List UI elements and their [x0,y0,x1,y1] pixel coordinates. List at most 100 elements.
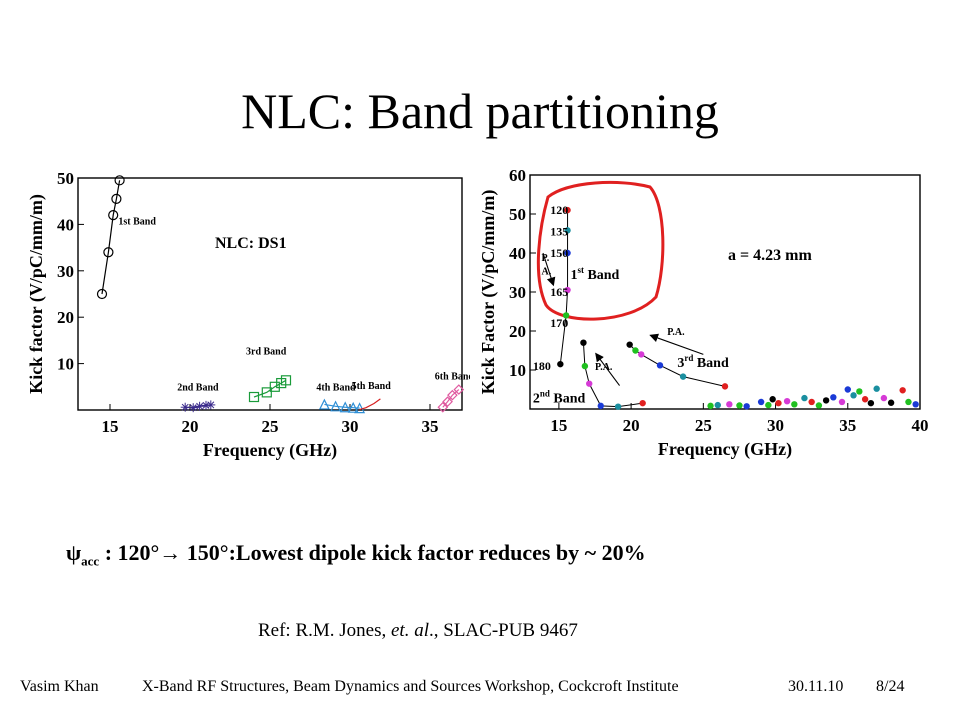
star-stroke [207,401,215,409]
data-point [801,394,808,402]
footer-page: 8/24 [876,678,905,695]
data-point [873,385,880,392]
band-label: 2nd Band [533,388,586,406]
data-point [626,341,633,348]
star-stroke [202,401,210,409]
data-point [769,396,776,403]
band-label: 3rd Band [246,346,287,357]
y-tick-label: 40 [57,215,74,234]
data-point [586,380,593,387]
data-point [354,402,366,414]
data-point [736,402,743,409]
data-point [96,288,108,300]
y-tick-label: 30 [57,262,74,281]
data-point [339,401,351,413]
data-point [347,401,359,413]
plot-frame [77,177,463,411]
data-point [765,401,772,409]
data-point [564,249,571,257]
data-point [614,403,622,410]
data-point [721,383,729,390]
data-point [557,360,564,368]
data-point [830,394,837,401]
data-point [844,386,851,393]
data-point [562,312,570,319]
star-stroke [196,402,204,410]
data-point [447,389,458,401]
data-point [757,398,765,406]
data-point [318,398,330,410]
data-point [743,403,750,410]
data-point [838,398,846,406]
band-label: 1st Band [118,216,156,227]
data-point [180,402,190,412]
series-line [559,210,569,365]
data-point [638,351,645,358]
band-label-sup: st [577,265,584,275]
highlight-ellipse [536,180,665,321]
band-label: 5th Band [352,381,392,392]
psi-symbol: ψ [66,540,82,565]
x-tick-label: 15 [550,416,567,435]
band-label: 2nd Band [177,383,219,394]
data-point [437,401,449,413]
data-point [880,394,888,402]
data-point [905,398,912,406]
footer-workshop: X-Band RF Structures, Beam Dynamics and … [142,678,679,695]
phase-label: 170 [550,316,568,330]
star-stroke [189,404,197,412]
data-point [815,402,823,409]
y-tick-label: 10 [57,355,74,374]
phase-label: 180 [533,359,551,373]
statement-body: : 120°→ 150°:Lowest dipole kick factor r… [99,540,646,565]
data-point [580,339,587,346]
data-point [808,398,815,406]
band-label-suffix: Band [584,268,620,283]
data-point [912,401,919,408]
data-point [188,403,198,413]
data-point [564,227,571,234]
data-point [111,193,122,204]
y-tick-label: 60 [509,166,526,185]
band-label: 3rd Band [677,353,729,371]
data-point [261,387,272,398]
data-point [726,401,733,408]
phase-label: 135 [550,225,568,239]
footer-author: Vasim Khan [20,678,99,695]
x-axis-label: Frequency (GHz) [203,440,337,461]
phase-label: 165 [550,285,568,299]
x-tick-label: 15 [102,417,119,436]
data-point [707,402,714,410]
series-line [359,398,381,411]
data-point [656,362,664,369]
data-point [330,400,342,412]
reference-text: Ref: R.M. Jones, et. al., SLAC-PUB 9467 [258,620,578,642]
plot-frame [529,174,921,410]
data-point [269,381,280,392]
data-point [453,384,465,395]
chart-annotation: a = 4.23 mm [728,247,812,264]
y-tick-label: 20 [509,322,526,341]
data-point [195,401,205,411]
pa-label: P.A. [667,327,685,338]
data-point [114,175,125,186]
pa-label: A. [542,266,552,277]
ref-prefix: Ref: R.M. Jones, [258,620,391,641]
data-point [248,391,260,403]
y-tick-label: 20 [57,308,74,327]
band-label-sup: rd [684,353,693,363]
y-axis-label: Kick factor (V/pC/mm/m) [26,194,47,394]
y-tick-label: 50 [509,205,526,224]
y-tick-label: 10 [509,361,526,380]
data-point [103,247,114,258]
x-tick-label: 25 [262,417,279,436]
x-tick-label: 40 [912,416,929,435]
data-point [856,388,863,395]
data-point [783,398,791,405]
statement-text: ψacc : 120°→ 150°:Lowest dipole kick fac… [66,540,646,569]
data-point [899,387,906,394]
y-tick-label: 40 [509,244,526,263]
x-tick-label: 35 [839,416,856,435]
band-label: 4th Band [316,383,356,394]
data-point [108,210,119,221]
